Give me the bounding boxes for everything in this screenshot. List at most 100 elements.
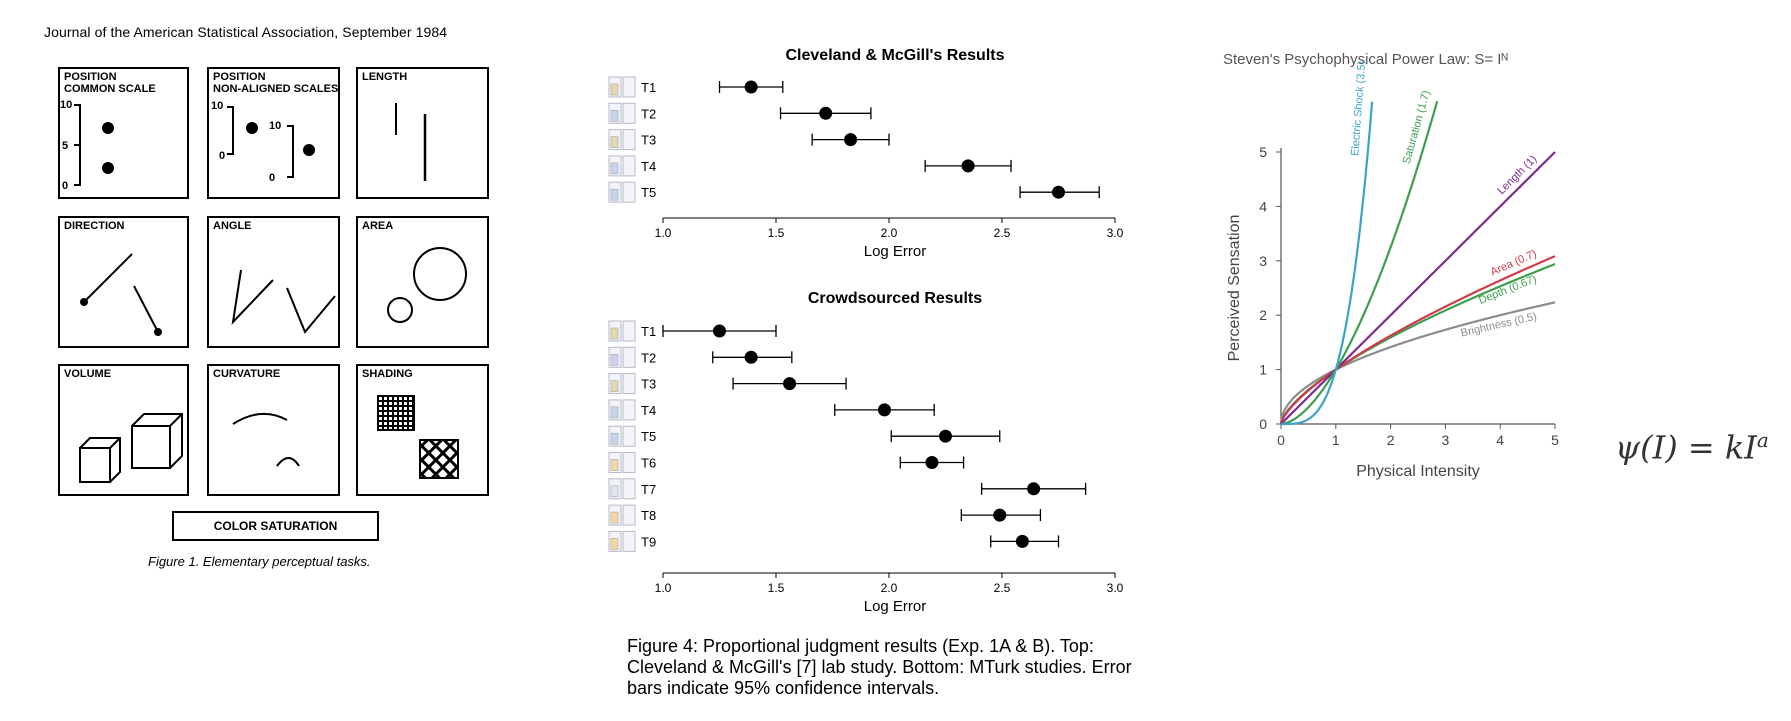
panel-volume: VOLUME xyxy=(58,364,189,496)
task-thumbnail-icon xyxy=(608,102,636,124)
task-thumbnail-icon xyxy=(608,129,636,151)
y-tick-label: 4 xyxy=(1259,198,1267,214)
task-label: T4 xyxy=(641,403,656,418)
chart-title: Cleveland & McGill's Results xyxy=(786,47,1005,64)
mean-point xyxy=(1052,185,1065,199)
mean-point xyxy=(1027,482,1041,496)
mean-point xyxy=(877,403,891,417)
thumb-frame xyxy=(622,129,636,151)
task-label: T2 xyxy=(641,106,656,121)
x-tick-label: 1.0 xyxy=(655,226,672,240)
tick-label: 0 xyxy=(269,172,275,184)
task-label: T4 xyxy=(641,159,656,174)
shaded-square xyxy=(377,395,415,431)
color-saturation-box: COLOR SATURATION xyxy=(172,511,379,541)
task-label: T9 xyxy=(641,534,656,549)
x-tick-label: 3 xyxy=(1442,432,1450,448)
thumb-frame xyxy=(622,76,636,98)
series-line xyxy=(1281,101,1374,426)
mean-point xyxy=(713,324,726,338)
x-tick-label: 2.5 xyxy=(994,581,1011,595)
thumb-bar xyxy=(610,406,619,419)
task-thumbnail-icon xyxy=(608,373,636,395)
mean-point xyxy=(744,80,758,94)
y-tick-label: 0 xyxy=(1259,416,1267,432)
tick-label: 0 xyxy=(62,180,68,192)
panel-area: AREA xyxy=(356,216,489,348)
thumb-bar xyxy=(610,538,619,550)
dot xyxy=(303,144,315,156)
task-thumbnail-icon xyxy=(608,478,636,500)
panel-direction: DIRECTION xyxy=(58,216,189,348)
task-thumbnail-icon xyxy=(608,452,636,473)
cleveland-mcgill-chart: Cleveland & McGill's Results T1 T2 T3 T4 T5 1.… xyxy=(608,47,1124,260)
thumb-frame xyxy=(622,346,636,368)
task-label: T5 xyxy=(641,185,656,200)
task-thumbnail-icon xyxy=(608,181,636,203)
tick-label: 0 xyxy=(219,150,225,162)
panel-graphic xyxy=(387,247,467,323)
series-line xyxy=(1279,255,1556,425)
panel-title: VOLUME xyxy=(64,368,112,380)
task-thumbnail-icon xyxy=(608,530,636,552)
task-label: T3 xyxy=(641,133,656,148)
thumb-frame xyxy=(622,373,636,395)
x-axis-label: Physical Intensity xyxy=(1356,463,1480,480)
thumb-bar xyxy=(610,354,619,366)
x-tick-label: 1.0 xyxy=(655,581,672,595)
task-label: T3 xyxy=(641,377,656,392)
x-tick-label: 2 xyxy=(1387,432,1395,448)
task-thumbnail-icon xyxy=(608,320,636,342)
panel-position-common-scale: POSITION COMMON SCALE 10 5 0 xyxy=(58,67,189,199)
thumb-bar xyxy=(610,380,619,392)
x-tick-label: 0 xyxy=(1277,432,1285,448)
panel-length: LENGTH xyxy=(356,67,489,199)
mean-point xyxy=(925,456,939,469)
x-tick-label: 2.0 xyxy=(881,581,898,595)
x-tick-label: 1 xyxy=(1332,432,1340,448)
thumb-frame xyxy=(622,478,636,500)
task-thumbnail-icon xyxy=(608,425,636,447)
x-tick-label: 1.5 xyxy=(768,581,785,595)
tick-label: 10 xyxy=(269,120,281,132)
x-tick-label: 2.5 xyxy=(994,226,1011,240)
thumb-bar xyxy=(610,327,619,340)
shaded-square xyxy=(419,439,459,479)
thumb-bar xyxy=(610,136,619,148)
panel-curvature: CURVATURE xyxy=(207,364,340,496)
x-tick-label: 3.0 xyxy=(1107,581,1124,595)
thumb-bar xyxy=(610,188,619,201)
x-tick-label: 3.0 xyxy=(1107,226,1124,240)
panel-angle: ANGLE xyxy=(207,216,340,348)
x-tick-label: 5 xyxy=(1551,432,1559,448)
thumb-frame xyxy=(622,181,636,203)
task-label: T2 xyxy=(641,350,656,365)
series-line xyxy=(1281,100,1439,426)
power-law-formula: ψ(I) = kIa xyxy=(1615,428,1769,467)
formula-text: ψ(I) = kI xyxy=(1615,428,1757,467)
thumb-frame xyxy=(622,452,636,473)
journal-header: Journal of the American Statistical Asso… xyxy=(44,24,448,40)
x-tick-label: 1.5 xyxy=(768,226,785,240)
x-axis-label: Log Error xyxy=(864,598,927,615)
panel-position-non-aligned: POSITION NON-ALIGNED SCALES 10 0 10 0 xyxy=(207,67,340,199)
panel-graphic xyxy=(231,269,336,334)
y-axis-label: Perceived Sensation xyxy=(1226,215,1243,362)
thumb-frame xyxy=(622,320,636,342)
series-line xyxy=(1280,151,1556,425)
x-tick-label: 4 xyxy=(1496,432,1504,448)
task-label: T1 xyxy=(641,324,656,339)
x-axis-label: Log Error xyxy=(864,243,927,260)
panel-graphic xyxy=(80,253,162,336)
tick-label: 10 xyxy=(60,99,72,111)
thumb-frame xyxy=(622,425,636,447)
y-tick-label: 1 xyxy=(1259,362,1267,378)
panel-graphic xyxy=(395,103,427,181)
chart-title: Crowdsourced Results xyxy=(808,290,982,307)
mean-point xyxy=(783,377,797,391)
panel-title: POSITION NON-ALIGNED SCALES xyxy=(213,71,339,95)
task-label: T1 xyxy=(641,80,656,95)
panel-title: DIRECTION xyxy=(64,220,125,232)
thumb-bar xyxy=(610,432,619,445)
series-line xyxy=(1279,301,1556,425)
